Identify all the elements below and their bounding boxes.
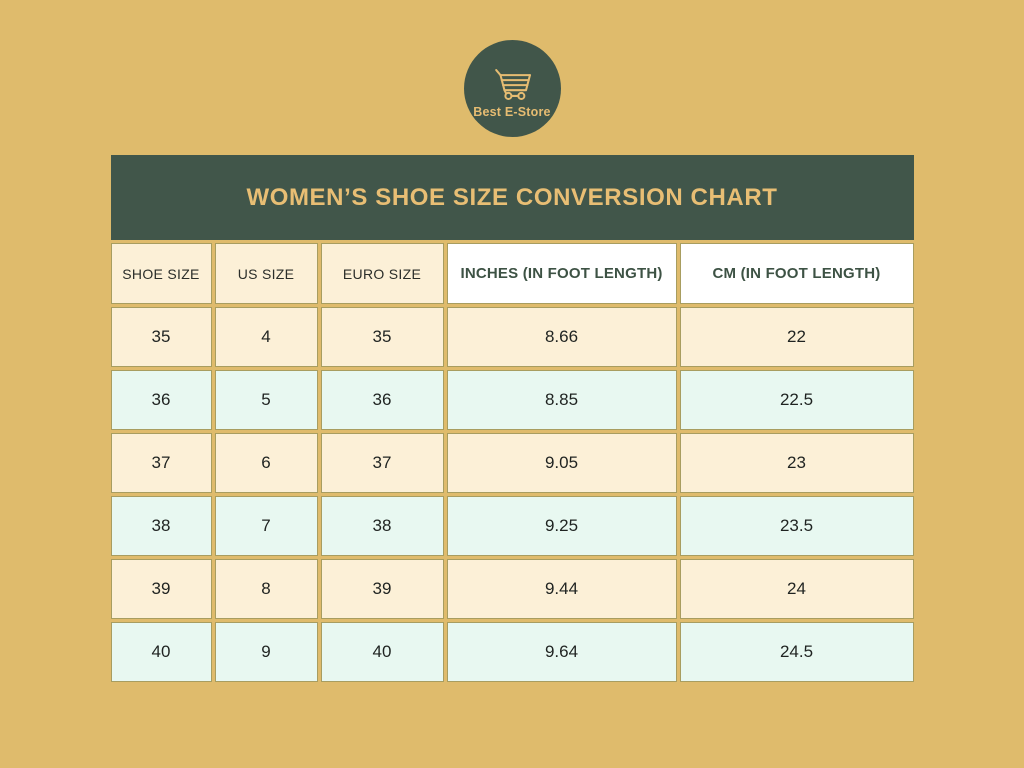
table-row: 40 9 40 9.64 24.5: [110, 622, 914, 682]
table-cell: 35: [320, 307, 444, 367]
table-cell: 9: [214, 622, 318, 682]
table-cell: 8.66: [446, 307, 677, 367]
table-cell: 22: [679, 307, 914, 367]
table-cell: 9.64: [446, 622, 677, 682]
table-row: 35 4 35 8.66 22: [110, 307, 914, 367]
table-row: 38 7 38 9.25 23.5: [110, 496, 914, 556]
table-cell: 7: [214, 496, 318, 556]
table-cell: 8.85: [446, 370, 677, 430]
logo-badge: Best E-Store: [463, 40, 561, 137]
logo: Best E-Store: [0, 0, 1024, 137]
conversion-table: SHOE SIZE US SIZE EURO SIZE INCHES (IN F…: [110, 243, 914, 682]
shopping-cart-icon: [489, 58, 535, 102]
table-row: 37 6 37 9.05 23: [110, 433, 914, 493]
column-header-shoe-size: SHOE SIZE: [110, 243, 212, 304]
table-cell: 39: [320, 559, 444, 619]
column-header-cm: CM (IN FOOT LENGTH): [679, 243, 914, 304]
table-cell: 22.5: [679, 370, 914, 430]
page-title: WOMEN’S SHOE SIZE CONVERSION CHART: [246, 183, 778, 211]
table-cell: 40: [110, 622, 212, 682]
table-cell: 40: [320, 622, 444, 682]
title-banner: WOMEN’S SHOE SIZE CONVERSION CHART: [110, 155, 914, 240]
column-header-inches: INCHES (IN FOOT LENGTH): [446, 243, 677, 304]
table-cell: 23: [679, 433, 914, 493]
table-cell: 37: [320, 433, 444, 493]
table-cell: 36: [110, 370, 212, 430]
column-header-euro-size: EURO SIZE: [320, 243, 444, 304]
table-row: 39 8 39 9.44 24: [110, 559, 914, 619]
table-cell: 4: [214, 307, 318, 367]
table-cell: 23.5: [679, 496, 914, 556]
table-cell: 39: [110, 559, 212, 619]
table-header-row: SHOE SIZE US SIZE EURO SIZE INCHES (IN F…: [110, 243, 914, 304]
table-cell: 9.05: [446, 433, 677, 493]
table-cell: 35: [110, 307, 212, 367]
table-cell: 9.44: [446, 559, 677, 619]
table-row: 36 5 36 8.85 22.5: [110, 370, 914, 430]
table-cell: 38: [110, 496, 212, 556]
table-cell: 24.5: [679, 622, 914, 682]
logo-text: Best E-Store: [473, 105, 551, 119]
table-cell: 9.25: [446, 496, 677, 556]
table-cell: 37: [110, 433, 212, 493]
table-cell: 36: [320, 370, 444, 430]
table-cell: 5: [214, 370, 318, 430]
table-cell: 6: [214, 433, 318, 493]
table-cell: 8: [214, 559, 318, 619]
column-header-us-size: US SIZE: [214, 243, 318, 304]
table-cell: 38: [320, 496, 444, 556]
table-cell: 24: [679, 559, 914, 619]
